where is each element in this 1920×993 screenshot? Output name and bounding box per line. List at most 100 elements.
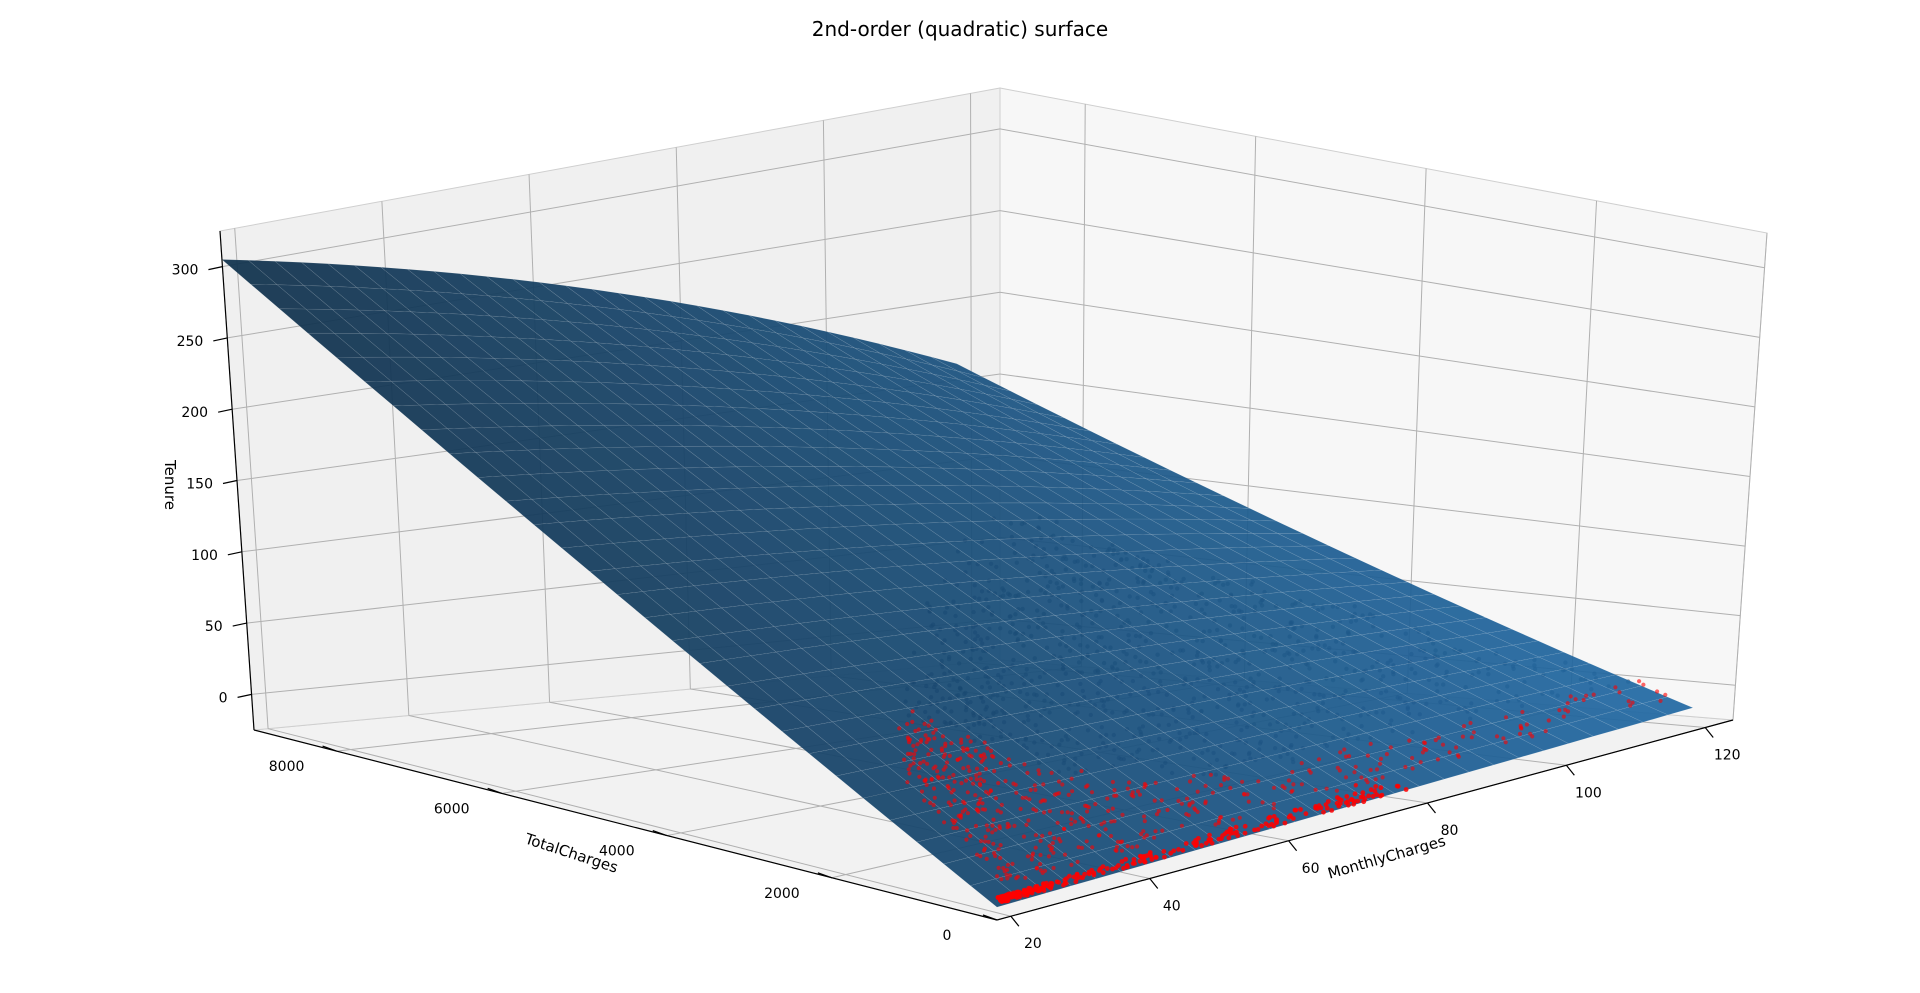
scatter-point [985,746,990,751]
scatter-point [1161,849,1167,854]
scatter-point [1000,894,1006,899]
scatter-point [986,839,991,844]
scatter-point [1368,767,1373,773]
scatter-point [1471,730,1476,735]
scatter-point [964,837,969,842]
scatter-point [1503,740,1508,745]
scatter-point [1584,693,1589,698]
scatter-point [1112,788,1117,793]
scatter-point [1282,820,1288,826]
y-tick-mark [982,914,998,921]
scatter-point [1052,792,1057,797]
scatter-point [973,748,978,753]
z-axis-label: Tenure [161,459,179,510]
scatter-point [1184,812,1189,817]
scatter-point [1066,792,1071,798]
y-tick-mark [487,787,502,794]
scatter-point [1245,792,1250,797]
x-gridline-floor [267,728,1012,917]
scatter-point [1047,809,1052,814]
z-tick-label: 50 [205,619,223,635]
scatter-point [1543,729,1548,734]
scatter-point [1410,755,1415,761]
scatter-point [991,754,996,760]
scatter-point [1047,843,1052,849]
scatter-point [1142,819,1147,824]
scatter-point [1355,798,1361,804]
scatter-point [1062,826,1067,832]
scatter-point [1226,835,1232,841]
scatter-point [1060,782,1065,787]
scatter-point [1131,857,1137,862]
x-tick-mark [1149,878,1159,889]
scatter-point [1037,771,1042,776]
scatter-point [1227,829,1232,835]
scatter-point [1035,865,1040,871]
scatter-point [1663,692,1668,697]
z-tick-label: 0 [219,690,228,706]
scatter-point [1565,701,1570,706]
scatter-point [966,764,971,769]
scatter-point [1052,836,1057,841]
scatter-point [1337,768,1342,773]
scatter-point [1358,794,1364,800]
scatter-point [995,874,1000,879]
scatter-point [1626,699,1631,704]
scatter-point [1179,801,1184,806]
scatter-point [1081,819,1086,824]
scatter-point [1494,734,1500,739]
scatter-point [983,839,988,844]
scatter-point [1213,822,1218,827]
scatter-point [1192,842,1198,848]
scatter-point [925,761,930,766]
scatter-point [1286,778,1291,783]
scatter-point [1046,854,1051,859]
scatter-point [1641,682,1646,687]
scatter-point [952,779,957,784]
scatter-point [1240,779,1245,784]
x-axis-line [996,719,1734,921]
scatter-point [1528,731,1533,736]
scatter-point [1187,801,1192,807]
scatter-point [1407,738,1412,743]
scatter-point [1069,862,1074,868]
scatter-point [943,744,948,749]
y-tick-mark [652,829,667,837]
scatter-point [1368,741,1373,747]
scatter-point [913,748,918,753]
scatter-point [1076,845,1081,850]
surface-facet [930,356,984,378]
scatter-point [1334,788,1339,793]
scatter-point [974,777,979,782]
scatter-point [1038,868,1043,873]
scatter-point [1093,802,1098,807]
scatter-point [995,895,1001,900]
scatter-point [1051,865,1056,871]
scatter-point [1255,827,1261,832]
scatter-point [968,776,973,781]
scatter-point [1298,807,1303,812]
z-tick-mark [227,551,242,556]
scatter-point [1353,764,1358,769]
scatter-point [978,854,983,859]
scatter-point [1073,819,1078,824]
scatter-point [1086,805,1091,810]
scatter-point [1655,689,1660,694]
scatter-point [1130,861,1136,866]
scatter-point [1120,812,1125,817]
scatter-point [1042,868,1048,873]
scatter-point [1581,697,1586,703]
scatter-point [1233,824,1239,830]
scatter-point [982,755,988,760]
scatter-point [948,803,953,808]
scatter-point [1089,790,1095,795]
scatter-point [926,723,931,728]
scatter-point [923,778,928,784]
scatter-point [1005,876,1010,881]
scatter-point [922,798,927,803]
scatter-point [940,734,946,739]
scatter-point [1096,833,1101,838]
scatter-point [1203,799,1208,804]
scatter-point [1046,884,1052,890]
scatter-point [1067,873,1072,879]
